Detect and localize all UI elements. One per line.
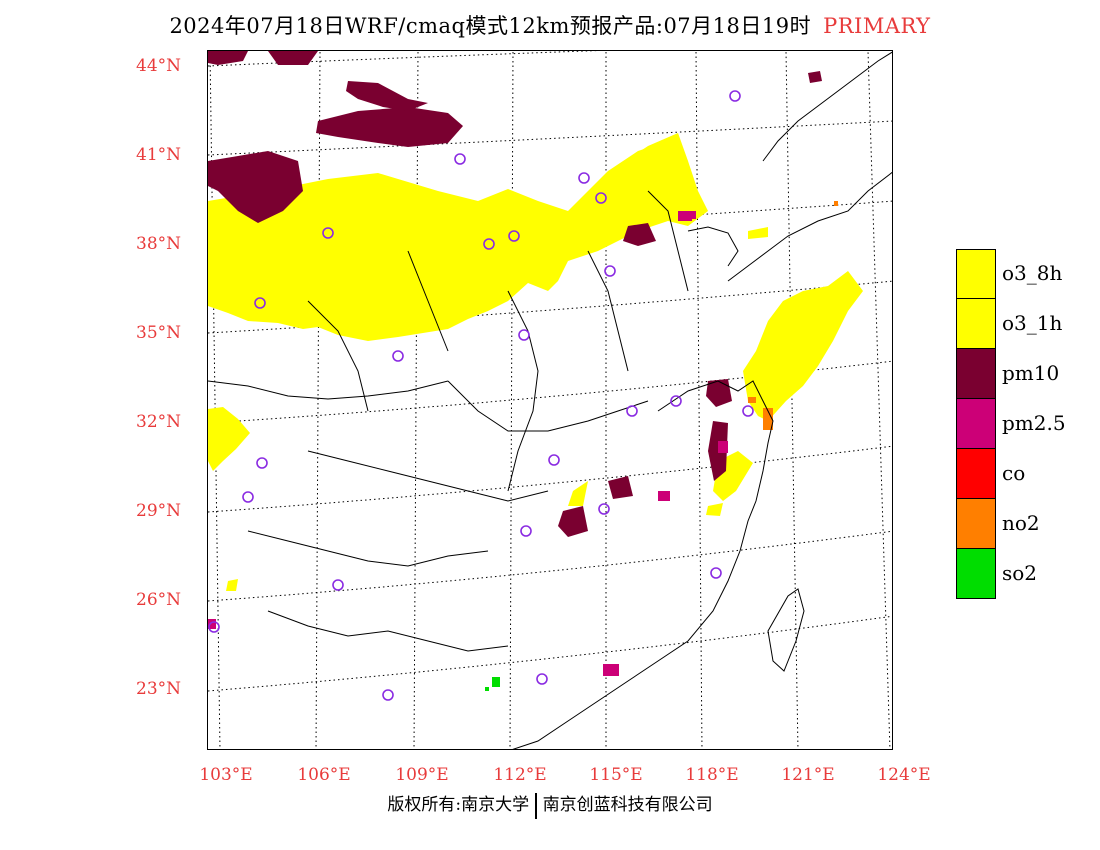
footer-right: 南京创蓝科技有限公司	[542, 795, 713, 815]
coastline-layer	[208, 51, 892, 749]
legend-label: pm10	[1002, 361, 1060, 385]
primary-tag: PRIMARY	[823, 14, 931, 38]
footer-left: 版权所有:南京大学	[387, 795, 530, 815]
lat-label-41: 41°N	[136, 145, 182, 165]
legend-swatch	[956, 299, 996, 349]
so2-region-layer	[485, 677, 500, 691]
lat-label-29: 29°N	[136, 501, 182, 521]
legend-swatch	[956, 249, 996, 299]
legend-swatch	[956, 499, 996, 549]
lon-label-106: 106°E	[297, 765, 351, 785]
legend-swatch	[956, 399, 996, 449]
no2-region-layer	[748, 201, 838, 430]
lat-label-44: 44°N	[136, 56, 182, 76]
lon-label-121: 121°E	[781, 765, 835, 785]
map-canvas	[208, 51, 892, 749]
chart-title: 2024年07月18日WRF/cmaq模式12km预报产品:07月18日19时 P…	[0, 10, 1100, 40]
lon-label-109: 109°E	[395, 765, 449, 785]
lon-label-103: 103°E	[199, 765, 253, 785]
footer-divider	[535, 792, 537, 819]
map-panel	[207, 50, 893, 750]
legend-label: no2	[1002, 511, 1040, 535]
legend-label: so2	[1002, 561, 1038, 585]
legend-label: o3_8h	[1002, 261, 1063, 285]
lon-label-118: 118°E	[685, 765, 739, 785]
lat-label-38: 38°N	[136, 234, 182, 254]
graticule	[208, 51, 892, 749]
title-text: 2024年07月18日WRF/cmaq模式12km预报产品:07月18日19时	[169, 14, 812, 38]
legend-label: pm2.5	[1002, 411, 1066, 435]
lat-label-32: 32°N	[136, 412, 182, 432]
lon-label-115: 115°E	[589, 765, 643, 785]
lat-label-35: 35°N	[136, 323, 182, 343]
lon-label-112: 112°E	[493, 765, 547, 785]
copyright-footer: 版权所有:南京大学 南京创蓝科技有限公司	[0, 790, 1100, 819]
city-markers	[208, 90, 754, 701]
pm10-region-layer	[208, 51, 822, 537]
pm25-region-layer	[208, 211, 728, 676]
legend-swatch	[956, 549, 996, 599]
lon-label-124: 124°E	[877, 765, 931, 785]
legend-swatch	[956, 349, 996, 399]
legend-label: o3_1h	[1002, 311, 1063, 335]
lat-label-26: 26°N	[136, 590, 182, 610]
lat-label-23: 23°N	[136, 679, 182, 699]
legend-swatch	[956, 449, 996, 499]
legend-label: co	[1002, 461, 1026, 485]
